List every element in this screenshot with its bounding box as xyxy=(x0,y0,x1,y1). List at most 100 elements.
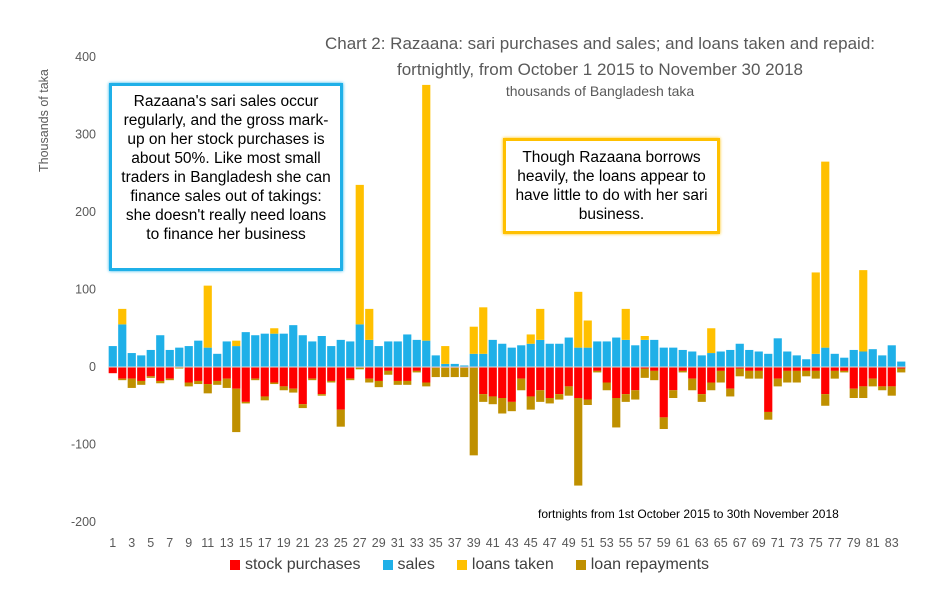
bar-stock-purchases xyxy=(165,367,174,379)
bar-stock-purchases xyxy=(336,367,345,410)
x-tick-label: 59 xyxy=(657,536,671,550)
bar-sales xyxy=(308,341,317,367)
bar-sales xyxy=(602,341,611,367)
bar-stock-purchases xyxy=(764,367,773,412)
bar-loan-repayments xyxy=(887,386,896,396)
bar-loan-repayments xyxy=(792,370,801,383)
bar-loan-repayments xyxy=(222,378,231,388)
bar-stock-purchases xyxy=(422,367,431,383)
bar-loans-taken xyxy=(365,308,374,340)
bar-loan-repayments xyxy=(327,380,336,383)
bar-sales xyxy=(697,355,706,368)
bar-loan-repayments xyxy=(697,394,706,402)
x-tick-label: 41 xyxy=(486,536,500,550)
bar-loan-repayments xyxy=(184,382,193,387)
bar-sales xyxy=(175,347,184,368)
bar-loan-repayments xyxy=(878,386,887,391)
bar-sales xyxy=(545,343,554,367)
bar-loan-repayments xyxy=(602,382,611,391)
bar-sales xyxy=(583,347,592,368)
bar-sales xyxy=(374,346,383,367)
bar-sales xyxy=(241,332,250,368)
x-tick-label: 25 xyxy=(334,536,348,550)
bar-stock-purchases xyxy=(241,367,250,402)
bar-sales xyxy=(773,338,782,367)
bar-sales xyxy=(346,341,355,367)
bar-stock-purchases xyxy=(887,367,896,387)
legend-label-loan-repayments: loan repayments xyxy=(590,556,710,573)
bar-loans-taken xyxy=(441,346,450,364)
bar-stock-purchases xyxy=(612,367,621,398)
bar-sales xyxy=(745,349,754,367)
x-tick-label: 57 xyxy=(638,536,652,550)
bar-loan-repayments xyxy=(137,380,146,385)
bar-sales xyxy=(669,347,678,368)
bar-loan-repayments xyxy=(640,368,649,378)
bar-sales xyxy=(650,339,659,368)
bar-sales xyxy=(621,339,630,368)
bar-loan-repayments xyxy=(840,370,849,373)
bar-stock-purchases xyxy=(374,367,383,381)
bar-sales xyxy=(830,353,839,367)
bar-stock-purchases xyxy=(384,367,393,371)
bar-loan-repayments xyxy=(365,378,374,383)
bar-sales xyxy=(108,346,117,367)
bar-sales xyxy=(688,351,697,367)
bar-stock-purchases xyxy=(593,367,602,371)
bar-loan-repayments xyxy=(593,370,602,373)
x-tick-label: 67 xyxy=(733,536,747,550)
x-tick-label: 27 xyxy=(353,536,367,550)
legend-swatch-sales xyxy=(382,560,393,570)
bar-stock-purchases xyxy=(735,367,744,369)
bar-sales xyxy=(327,346,336,367)
bar-stock-purchases xyxy=(298,367,307,405)
bar-stock-purchases xyxy=(650,367,659,371)
bar-loans-taken xyxy=(536,308,545,340)
bar-stock-purchases xyxy=(726,367,735,389)
bar-loan-repayments xyxy=(289,388,298,393)
x-tick-label: 3 xyxy=(128,536,135,550)
bar-sales xyxy=(289,325,298,367)
x-tick-label: 55 xyxy=(619,536,633,550)
legend-item-sales: sales xyxy=(382,556,435,574)
bar-sales xyxy=(859,351,868,367)
bar-loan-repayments xyxy=(175,367,184,369)
bar-loans-taken xyxy=(821,161,830,348)
bar-sales xyxy=(612,337,621,367)
bar-loan-repayments xyxy=(203,384,212,394)
bar-stock-purchases xyxy=(602,367,611,383)
bar-stock-purchases xyxy=(118,367,127,379)
bar-loan-repayments xyxy=(441,367,450,378)
x-tick-label: 31 xyxy=(391,536,405,550)
legend-swatch-loan-repayments xyxy=(575,560,586,570)
bar-sales xyxy=(222,341,231,367)
bar-sales xyxy=(194,340,203,367)
bar-sales xyxy=(678,349,687,367)
bar-sales xyxy=(640,339,649,368)
bar-stock-purchases xyxy=(574,367,583,398)
bar-loan-repayments xyxy=(194,380,203,385)
bar-stock-purchases xyxy=(678,367,687,371)
x-tick-label: 45 xyxy=(524,536,538,550)
bar-loan-repayments xyxy=(251,378,260,381)
bar-sales xyxy=(213,353,222,367)
bar-sales xyxy=(384,341,393,367)
bar-stock-purchases xyxy=(108,367,117,374)
bar-loans-taken xyxy=(574,291,583,348)
bar-stock-purchases xyxy=(279,367,288,387)
bar-sales xyxy=(726,349,735,367)
bar-stock-purchases xyxy=(137,367,146,381)
bar-loan-repayments xyxy=(555,394,564,400)
bar-stock-purchases xyxy=(488,367,497,397)
bar-loan-repayments xyxy=(678,370,687,373)
bar-sales xyxy=(393,341,402,367)
bar-loan-repayments xyxy=(431,367,440,378)
x-tick-label: 33 xyxy=(410,536,424,550)
bar-sales xyxy=(232,346,241,367)
x-tick-label: 47 xyxy=(543,536,557,550)
bar-stock-purchases xyxy=(773,367,782,379)
bar-loan-repayments xyxy=(650,370,659,381)
bar-stock-purchases xyxy=(507,367,516,402)
bar-stock-purchases xyxy=(621,367,630,395)
y-tick-label: 200 xyxy=(75,205,96,219)
